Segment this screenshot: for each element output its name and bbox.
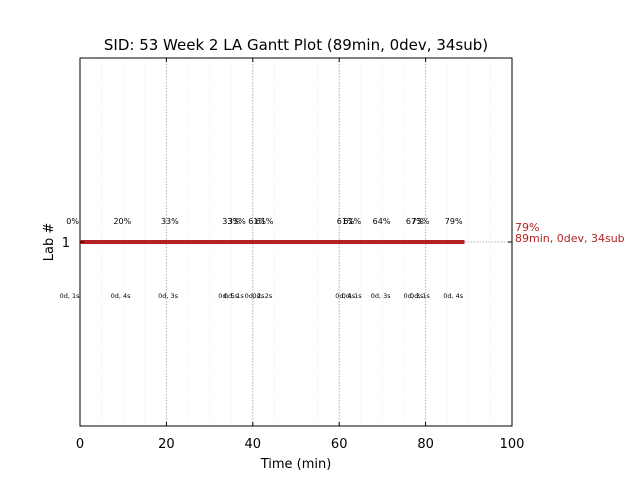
percent-label: 61% [248,217,266,226]
x-axis-label: Time (min) [260,457,332,472]
duration-label: 0d, 5s [218,292,239,300]
x-tick-label: 20 [158,437,175,452]
end-percent-label: 79% [515,221,539,234]
percent-label: 20% [113,217,131,226]
x-tick-label: 100 [500,437,525,452]
percent-label: 64% [373,217,391,226]
percent-label: 67% [406,217,424,226]
duration-label: 0d, 1s [410,292,431,300]
duration-label: 0d, 3s [371,292,392,300]
duration-label: 0d, 2s [252,292,273,300]
duration-label: 0d, 1s [224,292,245,300]
percent-label: 79% [445,217,463,226]
percent-label: 61% [337,217,355,226]
duration-label: 0d, 1s [60,292,81,300]
duration-label: 0d, 3s [158,292,179,300]
x-tick-label: 80 [417,437,434,452]
percent-label: 33% [161,217,179,226]
percent-label: 33% [228,217,246,226]
percent-label: 73% [412,217,430,226]
percent-label: 61% [256,217,274,226]
marks-layer: 0% 20% 33% 33%33% 61%61% 61%61% 64% 67%73% 79%0d… [60,217,625,300]
duration-label: 0d, 4s [335,292,356,300]
percent-label: 0% [66,217,79,226]
duration-label: 0d, 3s [404,292,425,300]
x-tick-label: 60 [331,437,348,452]
x-tick-label: 0 [76,437,84,452]
y-tick-label: 1 [62,236,70,251]
x-tick-label: 40 [245,437,262,452]
y-axis-label: Lab # [42,223,57,262]
percent-label: 33% [222,217,240,226]
duration-label: 0d, 2s [245,292,266,300]
end-summary-label: 89min, 0dev, 34sub [515,232,625,245]
percent-label: 61% [343,217,361,226]
axis-layer: 0 20 40 60 80 100 1 [62,58,525,452]
chart-title: SID: 53 Week 2 LA Gantt Plot (89min, 0de… [104,36,488,54]
duration-label: 0d, 4s [443,292,464,300]
duration-label: 0d, 4s [111,292,132,300]
duration-label: 0d, 1s [342,292,363,300]
